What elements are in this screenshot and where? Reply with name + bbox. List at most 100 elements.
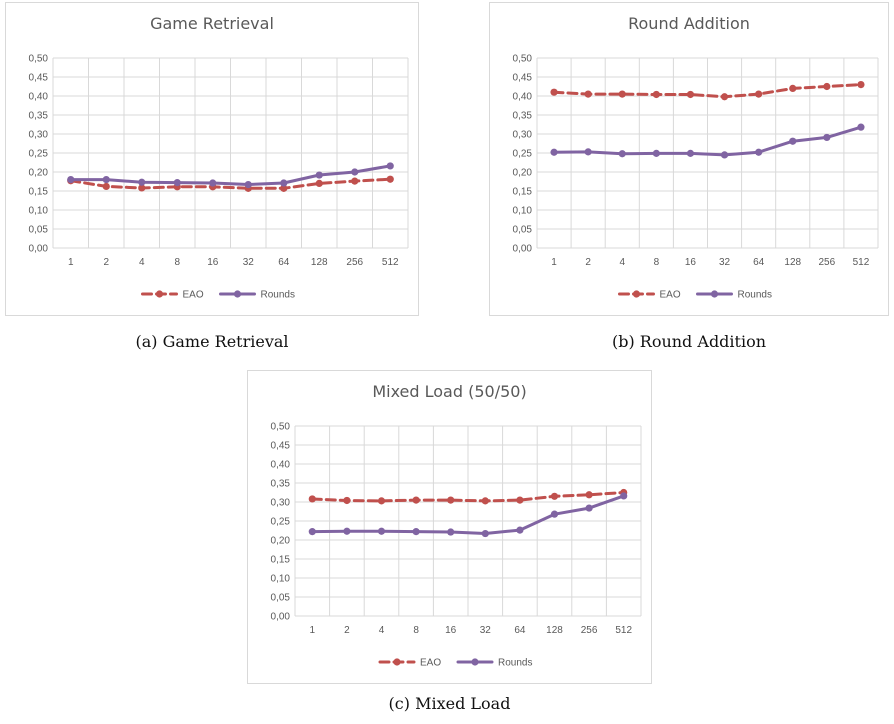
y-tick-label: 0,15 [271, 555, 291, 566]
series-line-rounds [69, 164, 392, 186]
y-tick-label: 0,05 [29, 225, 49, 236]
chart-round-addition: Round Addition 0,00 0,05 0,10 0,15 0,20 0,25 0… [489, 2, 889, 316]
legend-label-eao: EAO [660, 290, 681, 301]
data-point [244, 180, 252, 189]
series-line-eao [310, 491, 626, 503]
series-rounds [308, 492, 628, 538]
x-tick-label: 256 [346, 257, 363, 268]
data-point [315, 179, 323, 187]
y-tick-label: 0,00 [513, 244, 533, 255]
data-point [620, 492, 628, 500]
data-point [618, 90, 626, 98]
data-point [584, 90, 592, 98]
data-point [516, 496, 524, 504]
data-point [351, 168, 359, 176]
x-tick-label: 64 [514, 625, 526, 636]
x-tick-label: 1 [310, 625, 316, 636]
data-point [209, 179, 217, 187]
x-tick-label: 512 [615, 625, 632, 636]
data-point [377, 497, 386, 505]
y-tick-label: 0,25 [29, 149, 49, 160]
data-point [720, 151, 729, 159]
legend-marker [471, 658, 479, 666]
x-tick-label: 1 [551, 257, 557, 268]
y-tick-label: 0,15 [29, 187, 49, 198]
data-point [584, 148, 592, 156]
chart-plot: 0,00 0,05 0,10 0,15 0,20 0,25 0,30 0,35 0,40 0,45… [29, 54, 409, 301]
legend-marker [155, 290, 164, 298]
y-tick-label: 0,20 [271, 536, 291, 547]
chart-mixed-load: Mixed Load (50/50) 0,00 0,05 0,10 0,15 0,20 0… [247, 370, 652, 684]
data-point [447, 528, 455, 536]
data-point [652, 149, 660, 157]
data-point [102, 182, 110, 191]
x-tick-label: 8 [654, 257, 660, 268]
data-point [386, 162, 394, 170]
data-point [720, 93, 729, 101]
data-point [138, 184, 146, 192]
x-tick-label: 2 [585, 257, 591, 268]
chart-game-retrieval: Game Retrieval 0,00 0,05 0,10 0,15 0,20 0,25 0… [5, 2, 419, 316]
data-point [67, 176, 75, 184]
legend-label-rounds: Rounds [738, 290, 772, 301]
data-point [377, 527, 386, 535]
data-point [315, 171, 323, 179]
data-point [823, 133, 831, 142]
x-tick-label: 4 [139, 257, 145, 268]
data-point [138, 178, 146, 186]
x-tick-label: 128 [546, 625, 563, 636]
y-tick-label: 0,10 [271, 574, 291, 585]
x-tick-label: 128 [311, 257, 328, 268]
data-point [412, 496, 420, 504]
data-point [585, 504, 593, 512]
panel-mixed-load: Mixed Load (50/50) 0,00 0,05 0,10 0,15 0,20 0… [247, 370, 652, 722]
x-tick-label: 16 [445, 625, 457, 636]
x-tick-label: 8 [413, 625, 419, 636]
y-tick-label: 0,10 [29, 206, 49, 217]
series-line-eao [69, 177, 392, 190]
data-point [386, 175, 394, 183]
series-line-eao [552, 83, 863, 99]
y-tick-label: 0,45 [29, 73, 49, 84]
panel-game-retrieval: Game Retrieval 0,00 0,05 0,10 0,15 0,20 0,25 0… [5, 2, 419, 354]
series-eao [550, 81, 865, 101]
legend-label-eao: EAO [420, 658, 441, 669]
data-point [351, 177, 359, 185]
y-tick-label: 0,25 [271, 517, 291, 528]
series-rounds [67, 162, 394, 189]
chart-title: Game Retrieval [150, 14, 274, 33]
data-point [550, 88, 558, 96]
x-tick-label: 16 [685, 257, 697, 268]
legend-marker [233, 290, 242, 298]
y-tick-label: 0,25 [513, 149, 533, 160]
data-point [755, 148, 763, 156]
data-point [857, 123, 865, 131]
chart-title: Round Addition [628, 14, 750, 33]
y-tick-label: 0,40 [29, 92, 49, 103]
data-point [481, 497, 489, 505]
data-point [102, 176, 110, 184]
y-tick-label: 0,20 [513, 168, 533, 179]
data-point [652, 90, 660, 99]
x-tick-label: 64 [278, 257, 290, 268]
data-point [280, 184, 288, 192]
chart-title: Mixed Load (50/50) [372, 382, 527, 401]
x-tick-label: 2 [344, 625, 350, 636]
x-tick-label: 4 [619, 257, 625, 268]
data-point [343, 527, 351, 535]
x-tick-label: 256 [581, 625, 598, 636]
data-point [686, 90, 695, 99]
series-rounds [550, 123, 865, 159]
series-line-rounds [310, 494, 626, 535]
data-point [585, 491, 593, 499]
data-point [343, 496, 351, 505]
x-tick-label: 128 [784, 257, 801, 268]
y-tick-label: 0,20 [29, 168, 49, 179]
x-tick-label: 32 [719, 257, 731, 268]
y-tick-label: 0,30 [29, 130, 49, 141]
legend-label-rounds: Rounds [498, 658, 532, 669]
data-point [789, 84, 797, 92]
data-point [447, 496, 455, 504]
figure-caption: (a) Game Retrieval [135, 332, 289, 351]
y-tick-label: 0,50 [513, 54, 533, 65]
